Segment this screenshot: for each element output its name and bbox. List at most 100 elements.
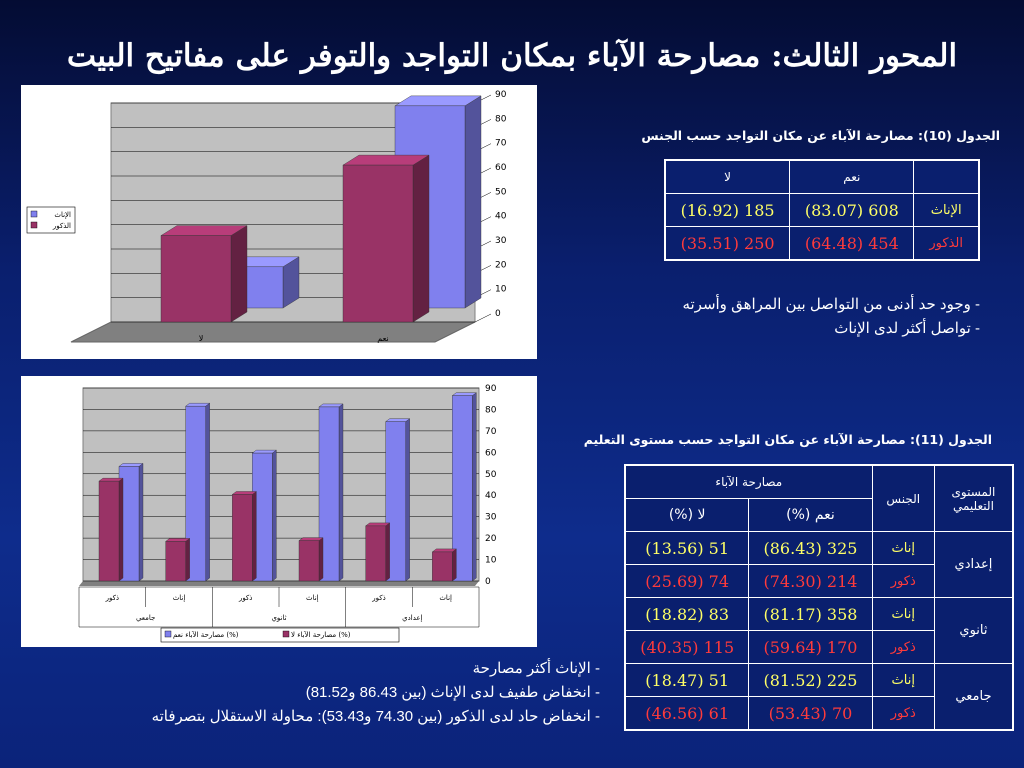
table10-row-label: الذكور: [913, 226, 980, 261]
bar: [165, 537, 191, 582]
bar: [394, 95, 482, 309]
y-tick-label: 70: [485, 427, 497, 437]
bar-side: [464, 95, 482, 309]
x-tick-label: ذكور: [371, 594, 385, 602]
table10-cell-yes: 454 (64.48): [789, 226, 915, 261]
notes-gender: - وجود حد أدنى من التواصل بين المراهق وأ…: [560, 293, 980, 341]
bar-side: [318, 537, 324, 582]
y-tick-label: 50: [485, 470, 497, 480]
bar-top: [318, 403, 344, 408]
legend-swatch: [164, 630, 172, 638]
table10-cell-no: 250 (35.51): [664, 226, 791, 261]
table10-row-label: الإناث: [913, 193, 980, 227]
table10-header-blank: [913, 159, 980, 194]
table10-cell-yes: 608 (83.07): [789, 193, 915, 227]
y-tick-label: 60: [495, 163, 507, 173]
table10-cell-no: 185 (16.92): [664, 193, 791, 227]
table11-cell-no: 74 (25.69): [624, 564, 750, 598]
table11-gender: إناث: [871, 531, 935, 565]
note-item: - وجود حد أدنى من التواصل بين المراهق وأ…: [682, 296, 980, 313]
x-group-label: جامعي: [136, 614, 155, 622]
table11-gender: ذكور: [871, 564, 935, 598]
table-row: ذكور 214 (74.30) 74 (25.69): [624, 564, 1013, 598]
legend-label: مصارحة الآباء لا (%): [291, 630, 351, 639]
table11-header-gender: الجنس: [871, 464, 935, 532]
bar-top: [298, 537, 324, 541]
table11-cell-yes: 225 (81.52): [748, 663, 873, 697]
table11-gender: ذكور: [871, 696, 935, 731]
legend-swatch: [282, 630, 290, 638]
table11-header-no: لا (%): [624, 498, 750, 532]
table-row: ذكور 70 (53.43) 61 (46.56): [624, 696, 1013, 731]
bar-front: [385, 421, 406, 582]
bar-top: [231, 491, 257, 495]
table11-cell-no: 115 (40.35): [624, 630, 750, 664]
x-tick-label: ذكور: [238, 594, 252, 602]
y-tick-label: 30: [485, 513, 497, 523]
chart-education-svg: 0 10 20 30 40 50 60 70 80 90 ذكور إناث ذكور إناث ذكور إ…: [78, 384, 497, 643]
chart-floor: [70, 321, 476, 343]
y-tick-label: 10: [485, 556, 497, 566]
x-tick-label: لا: [199, 334, 204, 343]
y-tick-label: 90: [485, 384, 497, 394]
table11-header-disclosure: مصارحة الآباء: [624, 464, 873, 499]
table11-gender: إناث: [871, 663, 935, 697]
legend-swatch: [30, 210, 38, 218]
table11-cell-yes: 358 (81.17): [748, 597, 873, 631]
table11-cell-no: 83 (18.82): [624, 597, 750, 631]
bar-front: [98, 480, 120, 582]
bar-side: [385, 522, 390, 582]
table11-gender: إناث: [871, 597, 935, 631]
bar-side: [452, 548, 457, 582]
table11-cell-yes: 70 (53.43): [748, 696, 873, 731]
chart-floor: [79, 581, 479, 586]
bar-side: [205, 402, 210, 582]
table11: المستوى التعليمي الجنس مصارحة الآباء نعم…: [624, 464, 1014, 731]
slide-title: المحور الثالث: مصارحة الآباء بمكان التوا…: [66, 38, 958, 74]
bar-front: [318, 406, 340, 582]
bar-side: [272, 449, 277, 582]
bar: [431, 548, 457, 582]
table11-cell-no: 61 (46.56): [624, 696, 750, 731]
bar-side: [338, 403, 344, 582]
x-tick-label: إناث: [439, 594, 452, 602]
y-tick-label: 90: [495, 90, 507, 100]
bar-front: [165, 541, 186, 582]
table11-header-yes: نعم (%): [748, 498, 873, 532]
bar-top: [431, 548, 457, 553]
y-tick-label: 40: [495, 212, 507, 222]
y-tick-label: 50: [495, 187, 507, 197]
bar: [318, 403, 344, 582]
table11-cell-yes: 170 (59.64): [748, 630, 873, 664]
table-row: ثانوي إناث 358 (81.17) 83 (18.82): [624, 597, 1014, 664]
bar-side: [118, 477, 124, 582]
note-item: - انخفاض حاد لدى الذكور (بين 74.30 و53.4…: [151, 708, 600, 725]
table10-header-no: لا: [664, 159, 791, 194]
notes-education: - الإناث أكثر مصارحة - انخفاض طفيف لدى ا…: [40, 657, 600, 729]
table10-caption: الجدول (10): مصارحة الآباء عن مكان التوا…: [641, 128, 1000, 143]
y-tick-label: 80: [485, 405, 497, 415]
bar: [251, 449, 277, 582]
bar-top: [185, 402, 211, 407]
x-tick-label: إناث: [173, 594, 186, 602]
x-tick-label: إناث: [306, 594, 319, 602]
legend-label: الذكور: [52, 222, 71, 230]
x-tick-label: نعم: [377, 334, 388, 343]
bar: [160, 225, 248, 323]
legend-box: [160, 627, 400, 643]
bar: [185, 402, 211, 582]
x-tick-label: ذكور: [105, 594, 119, 602]
table11-cell-yes: 325 (86.43): [748, 531, 873, 565]
bar-side: [472, 392, 477, 582]
y-tick-label: 0: [495, 309, 501, 319]
chart-back-wall: [82, 387, 480, 582]
bar-side: [252, 491, 257, 582]
chart-gender-svg: 0 10 20 30 40 50 60 70 80 90 لا نعم الإناث الذكور: [26, 90, 507, 343]
table-row: الإناث 608 (83.07) 185 (16.92): [664, 193, 980, 227]
y-tick-label: 70: [495, 139, 507, 149]
y-tick-label: 20: [495, 260, 507, 270]
bar-side: [230, 225, 248, 323]
bar-front: [432, 551, 453, 582]
bar-top: [451, 392, 477, 396]
x-group-label: إعدادي: [402, 614, 422, 622]
